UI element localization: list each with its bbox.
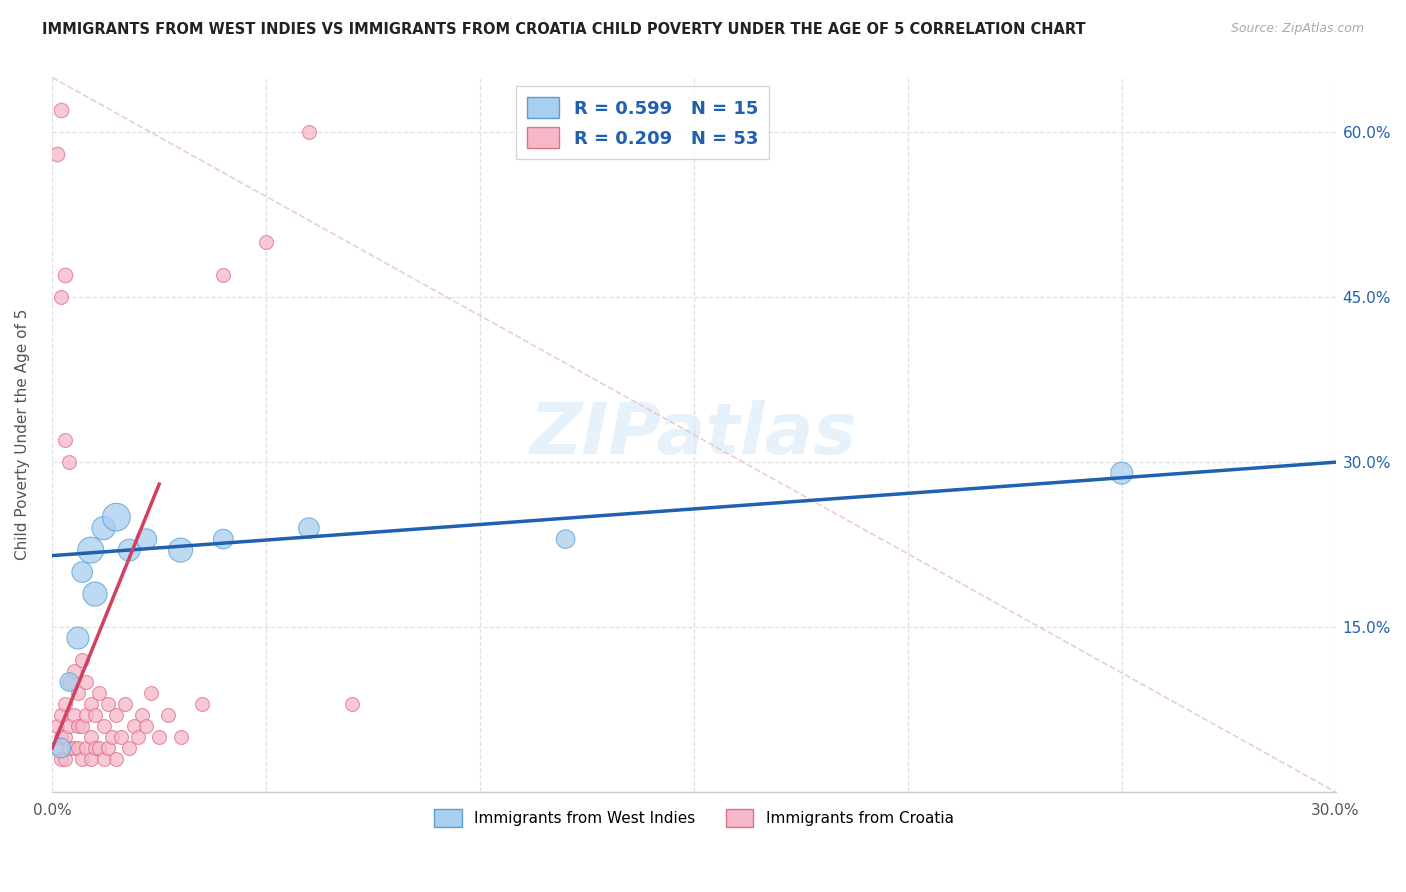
Point [70,653,93,667]
Point [110,730,132,744]
Point [84,587,107,601]
Point [156,708,179,723]
Text: IMMIGRANTS FROM WEST INDIES VS IMMIGRANTS FROM CROATIA CHILD POVERTY UNDER THE A: IMMIGRANTS FROM WEST INDIES VS IMMIGRANT… [42,22,1085,37]
Point [135,532,157,546]
Point [1111,466,1133,480]
Point [45,719,67,733]
Point [105,510,128,524]
Point [62,741,84,756]
Point [58,675,80,690]
Point [131,708,153,723]
Point [49,741,72,756]
Point [70,752,93,766]
Point [127,730,149,744]
Point [84,708,107,723]
Point [66,631,89,645]
Point [298,125,321,139]
Point [66,686,89,700]
Point [169,543,191,558]
Point [148,730,170,744]
Point [58,719,80,733]
Point [45,741,67,756]
Point [70,565,93,579]
Point [97,697,120,711]
Point [139,686,162,700]
Point [191,697,214,711]
Point [554,532,576,546]
Point [58,741,80,756]
Point [49,730,72,744]
Point [93,719,115,733]
Point [118,543,141,558]
Point [62,664,84,678]
Point [122,719,145,733]
Point [49,103,72,118]
Legend: Immigrants from West Indies, Immigrants from Croatia: Immigrants from West Indies, Immigrants … [426,801,962,834]
Point [53,752,76,766]
Point [93,752,115,766]
Point [66,741,89,756]
Point [169,730,191,744]
Point [53,433,76,447]
Point [101,730,124,744]
Point [135,719,157,733]
Point [53,730,76,744]
Point [340,697,363,711]
Point [58,675,80,690]
Point [89,741,111,756]
Point [49,290,72,304]
Point [53,697,76,711]
Point [93,521,115,535]
Point [80,543,103,558]
Point [75,708,97,723]
Point [49,752,72,766]
Point [80,730,103,744]
Point [212,532,235,546]
Point [62,708,84,723]
Point [105,752,128,766]
Point [212,268,235,283]
Point [75,741,97,756]
Point [89,686,111,700]
Point [45,147,67,161]
Point [105,708,128,723]
Point [66,719,89,733]
Point [118,741,141,756]
Point [80,697,103,711]
Point [58,455,80,469]
Y-axis label: Child Poverty Under the Age of 5: Child Poverty Under the Age of 5 [15,309,30,560]
Point [70,719,93,733]
Text: ZIPatlas: ZIPatlas [530,401,858,469]
Point [97,741,120,756]
Text: Source: ZipAtlas.com: Source: ZipAtlas.com [1230,22,1364,36]
Point [298,521,321,535]
Point [80,752,103,766]
Point [84,741,107,756]
Point [114,697,136,711]
Point [49,708,72,723]
Point [75,675,97,690]
Point [53,268,76,283]
Point [254,235,277,250]
